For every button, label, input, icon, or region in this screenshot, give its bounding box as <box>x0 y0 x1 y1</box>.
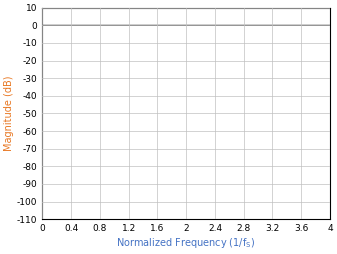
Y-axis label: Magnitude (dB): Magnitude (dB) <box>4 76 14 151</box>
X-axis label: Normalized Frequency (1/f$_\mathregular{S}$): Normalized Frequency (1/f$_\mathregular{… <box>117 236 256 250</box>
